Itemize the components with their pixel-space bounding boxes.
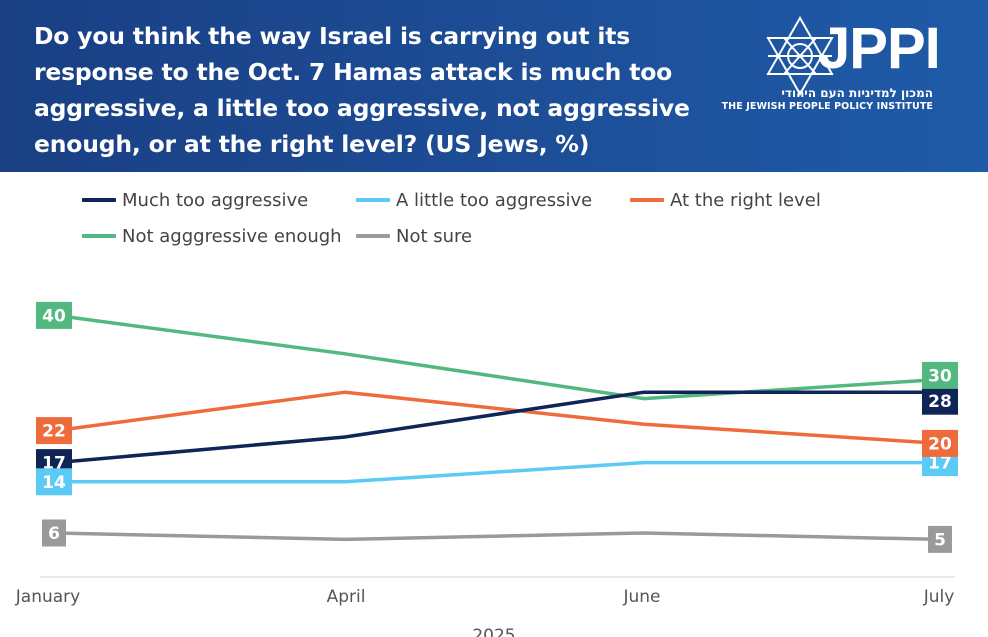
chart-header: Do you think the way Israel is carrying …	[0, 0, 988, 172]
data-label-box	[36, 301, 72, 329]
x-tick-label: July	[923, 587, 955, 607]
legend-label: A little too aggressive	[396, 189, 593, 211]
legend-label: Not agggressive enough	[122, 225, 342, 247]
legend-label: At the right level	[670, 189, 821, 211]
legend-item-not-sure: Not sure	[356, 225, 473, 247]
legend-item-a-little-too-aggressive: A little too aggressive	[356, 189, 593, 211]
data-label: 28	[928, 392, 952, 412]
series-line-at-the-right-level	[55, 390, 941, 446]
logo-hebrew-text: המכון למדיניות העם היהודי	[781, 86, 933, 100]
chart-title: Do you think the way Israel is carrying …	[34, 22, 690, 158]
legend-swatch	[356, 234, 390, 238]
data-label-box	[922, 429, 958, 457]
legend-label: Not sure	[396, 225, 473, 247]
data-label: 5	[934, 530, 946, 550]
jppi-logo: JPPI	[818, 16, 941, 81]
data-label: 6	[48, 524, 60, 544]
data-label: 30	[928, 366, 952, 386]
data-label: 40	[42, 306, 66, 326]
data-label: 22	[42, 422, 66, 442]
data-label-box	[928, 525, 952, 553]
star-of-david-icon	[766, 16, 834, 97]
data-label: 17	[928, 454, 952, 474]
x-tick-label: June	[622, 587, 660, 607]
series-line-not-sure	[55, 531, 941, 542]
series-line-much-too-aggressive	[55, 390, 940, 465]
legend-label: Much too aggressive	[122, 189, 309, 211]
series-line-not-agggressive-enough	[55, 313, 941, 401]
x-axis-title: 2025	[472, 626, 515, 637]
logo-english-text: THE JEWISH PEOPLE POLICY INSTITUTE	[721, 101, 933, 112]
legend-item-much-too-aggressive: Much too aggressive	[82, 189, 309, 211]
x-tick-label: April	[327, 587, 366, 607]
x-tick-label: January	[15, 587, 80, 607]
data-label-box	[36, 468, 72, 496]
data-label-box	[36, 417, 72, 445]
data-label-box	[42, 519, 66, 547]
data-label-box	[922, 361, 958, 389]
data-label: 14	[42, 473, 66, 493]
legend-swatch	[356, 198, 390, 202]
data-label-box	[922, 387, 958, 415]
series-line-a-little-too-aggressive	[56, 460, 940, 484]
legend-item-at-the-right-level: At the right level	[630, 189, 821, 211]
legend-swatch	[630, 198, 664, 202]
legend-swatch	[82, 234, 116, 238]
data-label: 20	[928, 434, 952, 454]
legend-swatch	[82, 198, 116, 202]
legend-item-not-aggressive-enough: Not agggressive enough	[82, 225, 342, 247]
